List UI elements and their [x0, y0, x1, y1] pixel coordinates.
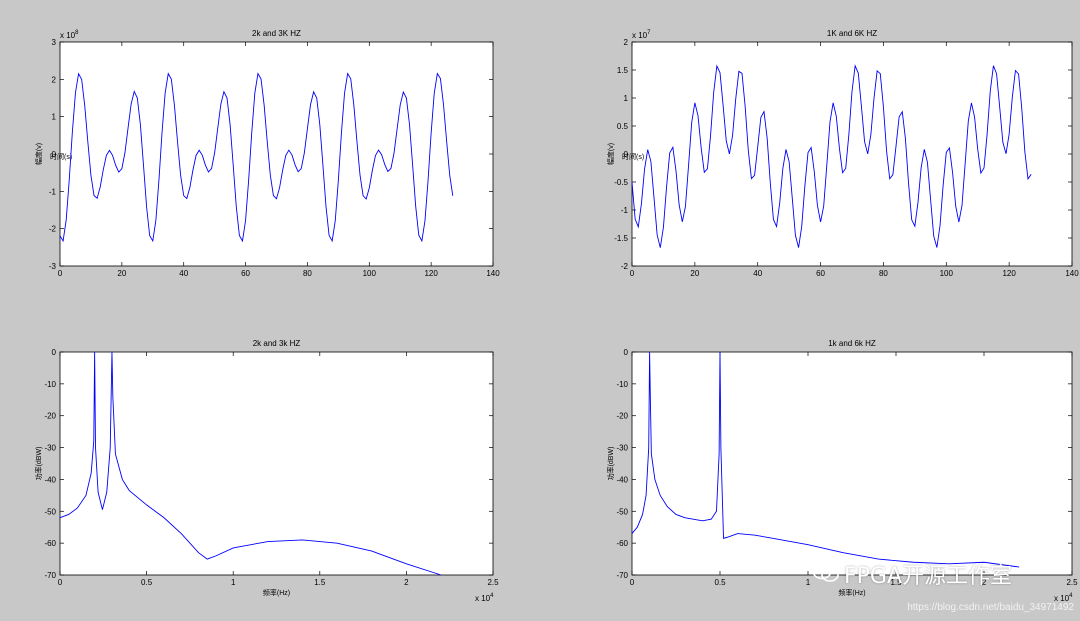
y-tick-label: -70 — [44, 571, 56, 580]
y-tick-label: 3 — [52, 38, 57, 47]
series-line — [631, 351, 1020, 568]
x-tick-label: 2.5 — [487, 578, 499, 587]
chart-title: 1K and 6K HZ — [827, 29, 877, 38]
x-tick-label: 0 — [58, 269, 63, 278]
y-tick-label: -50 — [44, 507, 56, 516]
y-tick-label: -60 — [44, 539, 56, 548]
y-tick-label: -10 — [44, 380, 56, 389]
y-tick-label: -70 — [616, 571, 628, 580]
plot-area — [631, 351, 1073, 576]
y-tick-label: -2 — [49, 225, 57, 234]
chart-title: 2k and 3k HZ — [253, 339, 301, 348]
chart-title: 1k and 6k HZ — [828, 339, 876, 348]
y-tick-label: 0 — [624, 150, 629, 159]
y-tick-label: -60 — [616, 539, 628, 548]
y-tick-label: -1 — [621, 206, 629, 215]
x-tick-label: 60 — [816, 269, 825, 278]
plot-3: 2k and 3k HZ 0 0.5 1 1.5 2 2.5 0 -10 -20 -30 -40 -50… — [34, 339, 499, 603]
plot-area — [631, 41, 1073, 267]
x-tick-label: 100 — [363, 269, 377, 278]
series-line — [631, 64, 1032, 248]
y-tick-label: -20 — [44, 412, 56, 421]
watermark-url: https://blog.csdn.net/baidu_34971492 — [907, 602, 1074, 613]
x-tick-label: 120 — [424, 269, 438, 278]
y-axis-label: 功率(dBW) — [34, 447, 43, 481]
y-exponent-label: x 108 — [60, 30, 79, 40]
y-tick-label: 0 — [624, 348, 629, 357]
y-tick-label: -2 — [621, 262, 629, 271]
x-tick-label: 0 — [58, 578, 63, 587]
x-axis-label: 频率(Hz) — [263, 588, 290, 597]
y-tick-label: -30 — [616, 444, 628, 453]
x-tick-label: 100 — [940, 269, 954, 278]
y-tick-label: -10 — [616, 380, 628, 389]
y-tick-label: 2 — [624, 38, 629, 47]
y-tick-label: -40 — [616, 475, 628, 484]
x-tick-label: 120 — [1002, 269, 1016, 278]
plot-1: 2k and 3K HZ 0 20 40 60 80 100 120 140 3 2 1 0 -1 -2 -3… — [34, 29, 500, 278]
x-tick-label: 60 — [241, 269, 250, 278]
x-tick-label: 1 — [806, 578, 811, 587]
x-tick-label: 140 — [486, 269, 500, 278]
y-tick-label: -1 — [49, 187, 57, 196]
plot-4: 1k and 6k HZ 0 0.5 1 1.5 2 2.5 0 -10 -20 -30 -40 -50… — [606, 339, 1078, 603]
x-tick-label: 0 — [630, 269, 635, 278]
wechat-icon — [812, 562, 839, 582]
y-tick-label: 2 — [52, 75, 57, 84]
chart-title: 2k and 3K HZ — [252, 29, 301, 38]
x-tick-label: 80 — [303, 269, 312, 278]
y-tick-label: 1 — [624, 94, 629, 103]
y-axis-label: 功率(dBW) — [606, 447, 615, 481]
y-axis-label: 幅度(v) — [606, 143, 615, 165]
x-tick-label: 80 — [879, 269, 888, 278]
x-tick-label: 0.5 — [714, 578, 726, 587]
y-tick-label: -50 — [616, 507, 628, 516]
x-tick-label: 2 — [982, 578, 987, 587]
y-tick-label: -3 — [49, 262, 57, 271]
x-tick-label: 1.5 — [314, 578, 326, 587]
y-tick-label: -30 — [44, 444, 56, 453]
y-tick-label: -20 — [616, 412, 628, 421]
x-tick-label: 40 — [753, 269, 762, 278]
y-exponent-label: x 107 — [632, 30, 651, 40]
x-tick-label: 2 — [404, 578, 409, 587]
x-axis-label: 时间(s) — [50, 152, 72, 161]
y-tick-label: 0 — [52, 150, 57, 159]
x-tick-label: 20 — [690, 269, 699, 278]
x-axis-label: 频率(Hz) — [838, 588, 865, 597]
x-tick-label: 20 — [117, 269, 126, 278]
x-exponent-label: x 104 — [1054, 593, 1073, 603]
y-tick-label: 1.5 — [617, 66, 629, 75]
y-tick-label: -1.5 — [614, 234, 628, 243]
plot-area — [59, 41, 494, 267]
y-tick-label: 0.5 — [617, 122, 629, 131]
x-exponent-label: x 104 — [475, 593, 494, 603]
plot-2: 1K and 6K HZ0 20 40 60 80 100 120 14021.510.50-… — [606, 29, 1079, 278]
y-tick-label: 0 — [52, 348, 57, 357]
plot-area — [59, 351, 494, 576]
x-axis-label: 时间(s) — [622, 152, 644, 161]
x-tick-label: 40 — [179, 269, 188, 278]
watermark: FPGA开源工作室 — [812, 558, 1052, 590]
y-tick-label: -40 — [44, 475, 56, 484]
series-line — [59, 351, 442, 576]
x-tick-label: 0.5 — [141, 578, 153, 587]
x-tick-label: 140 — [1065, 269, 1079, 278]
series-line — [59, 72, 454, 243]
y-tick-label: 1 — [52, 113, 57, 122]
x-tick-label: 0 — [630, 578, 635, 587]
y-tick-label: -0.5 — [614, 178, 628, 187]
y-axis-label: 幅度(v) — [34, 143, 43, 165]
x-tick-label: 1 — [231, 578, 236, 587]
x-tick-label: 2.5 — [1066, 578, 1078, 587]
x-tick-label: 1.5 — [890, 578, 902, 587]
watermark-brand: FPGA开源工作室 — [844, 564, 1013, 589]
